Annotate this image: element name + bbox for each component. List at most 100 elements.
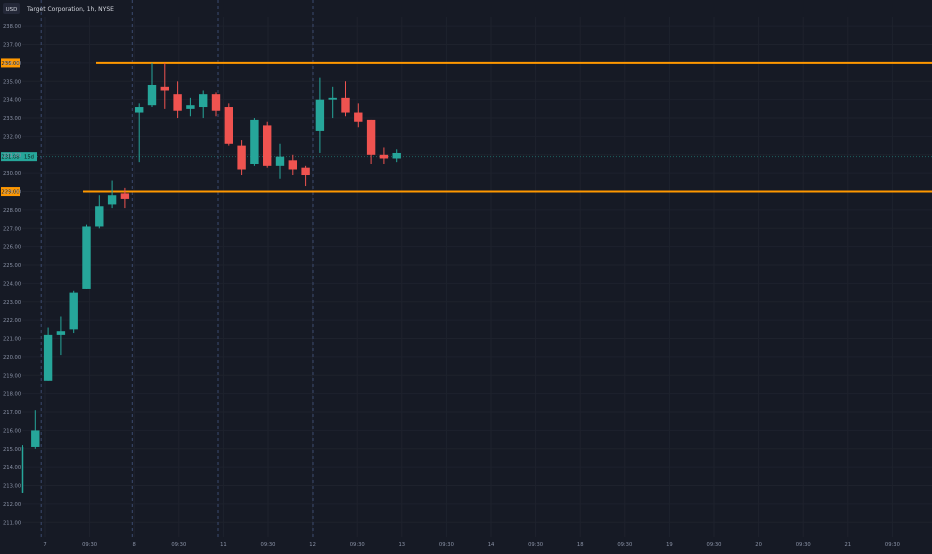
candle[interactable]	[341, 81, 350, 117]
level-price-label: 236.00	[1, 61, 19, 67]
x-tick-label: 20	[755, 542, 762, 548]
y-tick-label: 229.00	[3, 190, 21, 196]
candle-body	[328, 97, 337, 100]
y-tick-label: 218.00	[3, 392, 21, 398]
x-tick-label: 09:30	[439, 542, 454, 548]
y-tick-label: 228.00	[3, 208, 21, 214]
candle[interactable]	[263, 121, 272, 168]
candle-body	[43, 334, 53, 381]
x-tick-label: 13	[398, 542, 405, 548]
candle[interactable]	[199, 90, 208, 119]
x-tick-label: 09:30	[885, 542, 900, 548]
y-tick-label: 234.00	[3, 98, 21, 104]
x-tick-label: 11	[220, 542, 227, 548]
candle-body	[31, 430, 40, 447]
candles-layer	[21, 62, 401, 493]
candle[interactable]	[301, 165, 310, 187]
y-tick-label: 237.00	[3, 43, 21, 49]
candle[interactable]	[288, 154, 297, 176]
level-price-tag	[1, 58, 20, 68]
candle-body	[95, 206, 104, 227]
x-tick-label: 21	[844, 542, 851, 548]
y-tick-label: 211.00	[3, 520, 21, 526]
candle-body	[301, 167, 310, 176]
candle[interactable]	[135, 103, 144, 163]
candle[interactable]	[43, 327, 53, 381]
candle[interactable]	[186, 97, 195, 117]
y-tick-label: 219.00	[3, 373, 21, 379]
candle-body	[379, 154, 389, 159]
last-price-countdown: 15d	[24, 155, 34, 161]
x-tick-label: 19	[666, 542, 673, 548]
candle[interactable]	[21, 445, 24, 493]
candle[interactable]	[31, 410, 40, 449]
y-tick-label: 216.00	[3, 428, 21, 434]
candle[interactable]	[328, 86, 337, 119]
y-tick-label: 236.00	[3, 61, 21, 67]
x-tick-label: 12	[309, 542, 316, 548]
candle[interactable]	[69, 290, 78, 334]
candle[interactable]	[250, 118, 259, 166]
x-tick-label: 14	[488, 542, 495, 548]
session-dividers	[40, 0, 314, 537]
candle-body	[211, 94, 221, 111]
candle[interactable]	[173, 81, 182, 119]
candle-body	[199, 94, 208, 108]
y-tick-label: 232.00	[3, 134, 21, 140]
y-tick-label: 213.00	[3, 484, 21, 490]
candle[interactable]	[120, 187, 130, 209]
candle[interactable]	[160, 62, 169, 109]
level-price-label: 229.00	[1, 190, 19, 196]
y-tick-label: 217.00	[3, 410, 21, 416]
y-tick-label: 231.00	[3, 153, 21, 159]
x-tick-label: 09:30	[171, 542, 186, 548]
y-tick-label: 212.00	[3, 502, 21, 508]
candle-body	[82, 226, 91, 289]
level-price-tag	[1, 187, 20, 197]
y-tick-label: 214.00	[3, 465, 21, 471]
candle-body	[135, 107, 144, 113]
candle[interactable]	[224, 103, 233, 146]
x-tick-label: 09:30	[707, 542, 722, 548]
candle[interactable]	[211, 92, 221, 117]
y-tick-label: 222.00	[3, 318, 21, 324]
candle[interactable]	[147, 62, 157, 108]
price-axis: 211.00 212.00 213.00 214.00 215.00 216.00 217.…	[3, 24, 21, 526]
last-price-label: 231.08	[1, 155, 19, 161]
y-tick-label: 235.00	[3, 79, 21, 85]
candle-body	[354, 112, 363, 122]
candle[interactable]	[354, 103, 363, 128]
candle[interactable]	[237, 140, 246, 176]
candle-body	[250, 119, 259, 164]
candle[interactable]	[366, 119, 376, 164]
candle-body	[392, 152, 401, 159]
x-tick-label: 09:30	[350, 542, 365, 548]
y-tick-label: 220.00	[3, 355, 21, 361]
candle[interactable]	[315, 77, 325, 153]
candle[interactable]	[275, 143, 285, 179]
candle-body	[120, 193, 130, 199]
currency-badge-bg[interactable]	[3, 3, 20, 14]
x-tick-label: 09:30	[528, 542, 543, 548]
candle[interactable]	[56, 316, 66, 356]
currency-label[interactable]: USD	[6, 7, 18, 13]
y-tick-label: 215.00	[3, 447, 21, 453]
candle-body	[366, 119, 376, 155]
candle-body	[275, 156, 285, 166]
y-tick-label: 238.00	[3, 24, 21, 30]
candle-body	[288, 160, 297, 170]
candle[interactable]	[379, 147, 389, 164]
candle[interactable]	[107, 180, 117, 209]
candle-body	[56, 331, 66, 335]
candle[interactable]	[82, 224, 91, 289]
y-tick-label: 225.00	[3, 263, 21, 269]
last-price-tag	[1, 152, 37, 162]
candle[interactable]	[95, 195, 104, 229]
y-tick-label: 230.00	[3, 171, 21, 177]
x-tick-label: 09:30	[261, 542, 276, 548]
candle-body	[315, 99, 325, 131]
candle-body	[160, 86, 169, 91]
candle[interactable]	[392, 149, 401, 163]
